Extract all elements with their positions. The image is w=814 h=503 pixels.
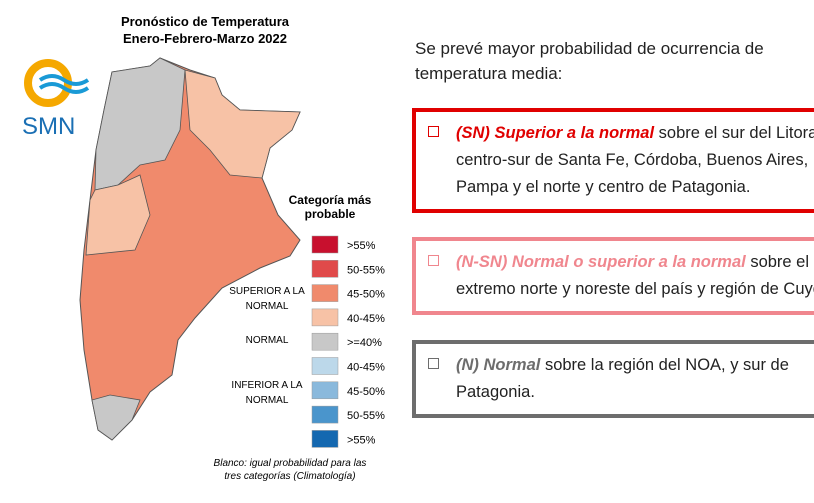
legend-title: Categoría más probable [288, 193, 372, 221]
legend-swatch [311, 308, 339, 327]
legend-label: 40-45% [347, 313, 385, 325]
legend-label: 45-50% [347, 386, 385, 398]
forecast-box: (N) Normal sobre la región del NOA, y su… [412, 340, 814, 418]
light-region [184, 69, 301, 179]
logo-waves [38, 74, 90, 94]
legend-label: >=40% [347, 337, 382, 349]
box-text: sobre el extremo norte y noreste del paí… [456, 253, 814, 298]
logo-text: SMN [22, 113, 76, 140]
map: >55% 50-55% 45-50% 40-45% >=40% 40-45% 45-50% 5… [24, 57, 385, 448]
legend-label: 45-50% [347, 289, 385, 301]
note: Blanco: igual probabilidad para las tres… [213, 458, 367, 482]
group-label: INFERIOR A LA NORMAL [231, 380, 303, 406]
bullet [428, 358, 439, 369]
cuyo-region [85, 174, 151, 256]
title: Pronóstico de Temperatura [120, 14, 290, 29]
subtitle: Enero-Febrero-Marzo 2022 [123, 31, 287, 46]
legend: >55% 50-55% 45-50% 40-45% >=40% 40-45% 45-50% 5… [311, 235, 385, 448]
normal-region [94, 57, 186, 191]
legend-swatch [311, 405, 339, 424]
box-lead: (N) Normal [456, 356, 541, 374]
legend-label: >55% [347, 240, 376, 252]
legend-label: 50-55% [347, 264, 385, 276]
forecast-box: (SN) Superior a la normal sobre el sur d… [412, 108, 814, 213]
south-region [91, 394, 141, 441]
bullet [428, 126, 439, 137]
bullet [428, 255, 439, 266]
group-label: NORMAL [245, 335, 289, 346]
box-lead: (N-SN) Normal o superior a la normal [456, 253, 746, 271]
forecast-box: (N-SN) Normal o superior a la normal sob… [412, 237, 814, 315]
box-lead: (SN) Superior a la normal [456, 124, 655, 142]
intro: Se prevé mayor probabilidad de ocurrenci… [415, 39, 764, 83]
legend-swatch [311, 260, 339, 278]
legend-label: 40-45% [347, 362, 385, 374]
legend-swatch [311, 284, 339, 302]
legend-swatch [311, 381, 339, 400]
legend-swatch [311, 332, 339, 351]
box-text: sobre el sur del Litoral, centro-sur de … [456, 124, 814, 196]
legend-swatch [311, 235, 339, 254]
legend-label: 50-55% [347, 410, 385, 422]
legend-label: >55% [347, 434, 376, 446]
group-label: SUPERIOR A LA NORMAL [229, 286, 305, 312]
box-text: sobre la región del NOA, y sur de Patago… [456, 356, 789, 401]
legend-swatch [311, 430, 339, 448]
legend-swatch [311, 357, 339, 375]
